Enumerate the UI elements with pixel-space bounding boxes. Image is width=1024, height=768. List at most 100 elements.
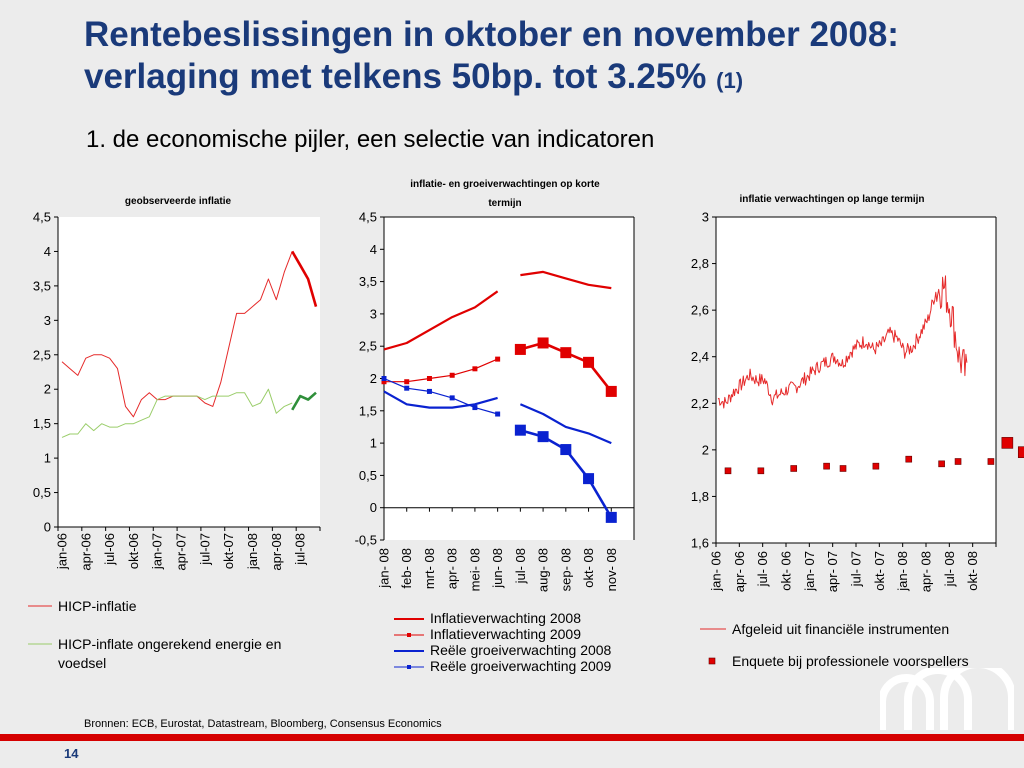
chart1-ytick-label: 0,5 (33, 485, 51, 500)
chart2-point-marker (605, 385, 617, 397)
legend-infl-2009-marker (407, 633, 411, 637)
chart3-xtick-label: jul- 08 (942, 551, 957, 587)
chart3-survey-marker (790, 465, 798, 472)
chart1-xtick-label: jul-08 (293, 533, 308, 566)
chart2-korte-termijn: -0,5 0 0,5 1 1,5 2 2,5 3 3,5 4 4,5 jan- 08 feb- 08 mr… (355, 210, 635, 592)
chart3-survey-marker (823, 462, 830, 470)
chart2-xtick-label: aug- 08 (536, 548, 551, 592)
chart3-legend: Afgeleid uit financiële instrumenten Enq… (700, 621, 969, 669)
chart3-ytick-label: 2,6 (691, 303, 709, 318)
slide-title: Rentebeslissingen in oktober en november… (84, 14, 984, 102)
bank-logo-icon (880, 668, 1014, 730)
chart1-plot-area (58, 217, 320, 527)
chart1-ytick-label: 3,5 (33, 278, 51, 293)
chart3-survey-marker (1001, 437, 1014, 449)
legend-enquete-label: Enquete bij professionele voorspellers (732, 653, 969, 669)
chart1-xtick-label: jan-07 (150, 533, 165, 570)
chart2-point-marker (472, 405, 478, 411)
chart1-ytick-label: 4 (44, 244, 51, 259)
chart2-point-marker (560, 347, 572, 359)
chart2-ytick-label: 2,5 (359, 339, 377, 354)
chart3-survey-marker (987, 458, 995, 465)
chart1-xtick-label: apr-06 (78, 533, 93, 571)
chart2-ytick-label: -0,5 (355, 533, 377, 548)
chart3-survey-marker (905, 455, 913, 463)
chart2-point-marker (495, 356, 501, 362)
chart3-lange-termijn: 1,6 1,8 2 2,2 2,4 2,6 2,8 3 jan- 06 apr- 06 jul- 0… (691, 210, 1024, 592)
chart3-ytick-label: 2,8 (691, 256, 709, 271)
chart2-xtick-label: jan- 08 (377, 548, 392, 589)
chart2-ytick-label: 0 (370, 500, 377, 515)
chart3-xtick-label: jan- 06 (709, 551, 724, 592)
legend-hicp-label: HICP-inflatie (58, 598, 137, 614)
chart2-point-marker (449, 372, 455, 378)
chart1-series-line (61, 388, 293, 438)
chart3-plot-area (716, 217, 996, 543)
chart3-survey-marker (724, 467, 732, 475)
chart2-series-line (384, 358, 498, 383)
bottom-red-bar (0, 734, 1024, 741)
chart1-xtick-label: jan-08 (245, 533, 260, 570)
chart1-series-line (291, 250, 318, 307)
chart2-point-marker (404, 385, 410, 391)
chart2-xtick-label: jun- 08 (490, 548, 505, 589)
chart3-xtick-label: jul- 06 (755, 551, 770, 587)
chart1-geobserveerde-inflatie: 0 0,5 1 1,5 2 2,5 3 3,5 4 4,5 jan-06 apr-06 jul-06 ok… (33, 210, 321, 571)
chart1-ytick-label: 1 (44, 451, 51, 466)
chart3-ytick-label: 1,6 (691, 536, 709, 551)
legend-financieel-label: Afgeleid uit financiële instrumenten (732, 621, 949, 637)
chart3-title: inflatie verwachtingen op lange termijn (739, 194, 924, 205)
chart2-xtick-label: okt- 08 (581, 548, 596, 588)
chart2-series-line (383, 390, 498, 409)
legend-groei-2009-label: Reële groeiverwachting 2009 (430, 658, 612, 674)
page-number: 14 (64, 746, 79, 761)
chart2-ytick-label: 4,5 (359, 210, 377, 225)
chart2-title-line1: inflatie- en groeiverwachtingen op korte (410, 179, 600, 190)
chart2-series-line (383, 290, 499, 351)
chart2-point-marker (537, 431, 549, 443)
chart3-ytick-label: 1,8 (691, 489, 709, 504)
legend-groei-2009-marker (407, 665, 411, 669)
chart2-series-line (383, 377, 498, 415)
chart2-point-marker (537, 337, 549, 349)
chart3-survey-marker (938, 460, 945, 468)
chart2-point-marker (381, 376, 387, 381)
legend-infl-2009-label: Inflatieverwachting 2009 (430, 626, 581, 642)
chart3-xtick-label: apr- 06 (732, 551, 747, 592)
legend-groei-2008-label: Reële groeiverwachting 2008 (430, 642, 612, 658)
chart2-ytick-label: 3 (370, 306, 377, 321)
chart2-ytick-label: 3,5 (359, 274, 377, 289)
chart2-ytick-label: 4 (370, 242, 377, 257)
chart3-survey-marker (872, 462, 880, 470)
chart1-series-line (291, 391, 317, 411)
chart1-ytick-label: 4,5 (33, 210, 51, 225)
legend-hicp-core-label-line2: voedsel (58, 655, 106, 671)
chart2-xtick-label: apr- 08 (445, 548, 460, 589)
chart2-series-line (520, 270, 612, 290)
chart2-ytick-label: 1 (370, 436, 377, 451)
chart2-title-line2: termijn (488, 198, 521, 209)
chart3-xtick-label: apr- 07 (825, 551, 840, 592)
legend-hicp-core-label-line1: HICP-inflate ongerekend energie en (58, 636, 281, 652)
chart3-survey-marker (954, 458, 962, 465)
chart3-survey-marker (839, 465, 847, 472)
chart2-xtick-label: mei- 08 (467, 548, 482, 591)
chart3-ytick-label: 3 (702, 210, 709, 225)
chart3-survey-marker (1017, 446, 1024, 458)
chart2-point-marker (426, 388, 432, 394)
chart2-xtick-label: nov- 08 (604, 548, 619, 591)
chart2-xtick-label: feb- 08 (399, 548, 414, 588)
chart3-xtick-label: jul- 07 (849, 551, 864, 587)
legend-infl-2008-label: Inflatieverwachting 2008 (430, 610, 581, 626)
chart1-title: geobserveerde inflatie (125, 196, 232, 207)
chart1-xtick-label: okt-07 (221, 533, 236, 569)
chart3-market-line (717, 275, 968, 409)
chart1-xtick-label: jul-07 (197, 533, 212, 566)
slide-title-suffix: (1) (716, 68, 744, 93)
chart2-point-marker (426, 376, 432, 381)
chart3-xtick-label: okt- 07 (872, 551, 887, 591)
chart1-xtick-label: okt-06 (126, 533, 141, 569)
chart3-xtick-label: jan- 07 (802, 551, 817, 592)
chart2-point-marker (560, 444, 572, 456)
chart2-xtick-label: jul- 08 (513, 548, 528, 584)
